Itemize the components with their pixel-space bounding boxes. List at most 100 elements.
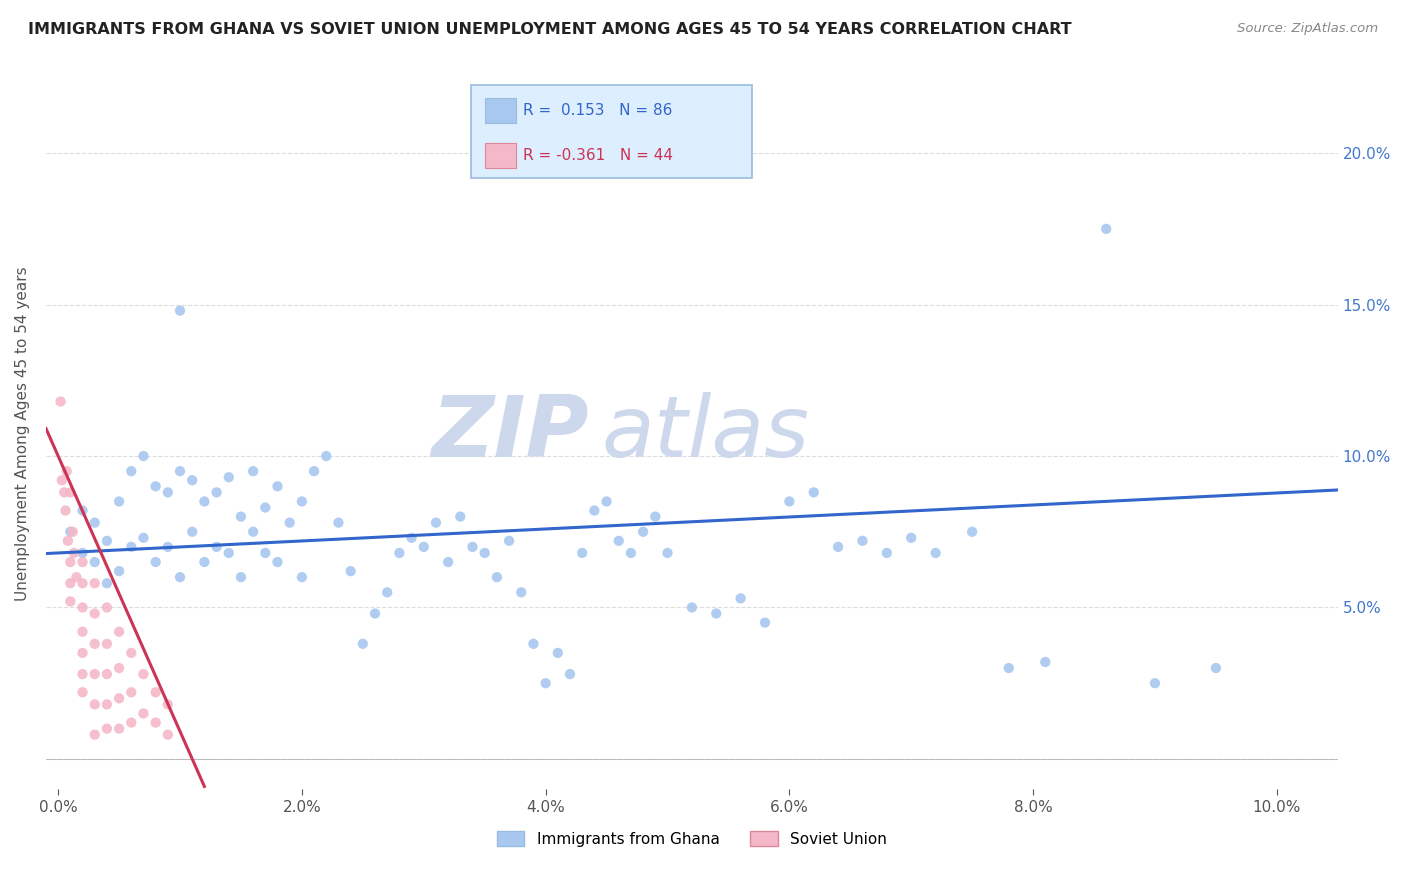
- Point: [302, 464, 325, 478]
- Point: [681, 600, 703, 615]
- Point: [485, 570, 508, 584]
- Point: [145, 479, 167, 493]
- Point: [96, 722, 118, 736]
- Point: [59, 555, 82, 569]
- Point: [83, 576, 105, 591]
- Text: atlas: atlas: [602, 392, 810, 475]
- Point: [851, 533, 873, 548]
- Point: [59, 524, 82, 539]
- Point: [620, 546, 643, 560]
- Point: [595, 494, 617, 508]
- Point: [120, 715, 142, 730]
- Point: [607, 533, 630, 548]
- Point: [583, 503, 606, 517]
- Point: [205, 540, 228, 554]
- Point: [72, 624, 94, 639]
- Text: ZIP: ZIP: [430, 392, 589, 475]
- Point: [960, 524, 983, 539]
- Point: [425, 516, 447, 530]
- Point: [83, 555, 105, 569]
- Point: [278, 516, 301, 530]
- Point: [132, 531, 155, 545]
- Point: [375, 585, 398, 599]
- Point: [242, 464, 264, 478]
- Point: [96, 576, 118, 591]
- Point: [120, 646, 142, 660]
- Point: [266, 479, 288, 493]
- Point: [59, 485, 82, 500]
- Point: [1095, 222, 1118, 236]
- Point: [997, 661, 1019, 675]
- Point: [156, 728, 179, 742]
- Point: [803, 485, 825, 500]
- Text: IMMIGRANTS FROM GHANA VS SOVIET UNION UNEMPLOYMENT AMONG AGES 45 TO 54 YEARS COR: IMMIGRANTS FROM GHANA VS SOVIET UNION UN…: [28, 22, 1071, 37]
- Point: [108, 564, 131, 578]
- Point: [254, 500, 277, 515]
- Point: [96, 667, 118, 681]
- Point: [65, 570, 87, 584]
- Point: [145, 685, 167, 699]
- Point: [412, 540, 434, 554]
- Point: [547, 646, 569, 660]
- Point: [62, 524, 84, 539]
- Point: [108, 661, 131, 675]
- Point: [827, 540, 849, 554]
- Point: [72, 555, 94, 569]
- Point: [291, 570, 314, 584]
- Point: [364, 607, 387, 621]
- Point: [644, 509, 666, 524]
- Point: [55, 464, 77, 478]
- Point: [132, 706, 155, 721]
- Point: [169, 303, 191, 318]
- Point: [83, 607, 105, 621]
- Point: [181, 473, 204, 487]
- Point: [571, 546, 593, 560]
- Point: [315, 449, 337, 463]
- Point: [229, 509, 252, 524]
- Point: [266, 555, 288, 569]
- Point: [328, 516, 350, 530]
- Point: [156, 540, 179, 554]
- Point: [631, 524, 654, 539]
- Point: [352, 637, 374, 651]
- Point: [83, 728, 105, 742]
- Point: [205, 485, 228, 500]
- Point: [132, 667, 155, 681]
- Point: [83, 698, 105, 712]
- Point: [401, 531, 423, 545]
- Point: [156, 698, 179, 712]
- Point: [156, 485, 179, 500]
- Point: [51, 473, 73, 487]
- Point: [72, 646, 94, 660]
- Y-axis label: Unemployment Among Ages 45 to 54 years: Unemployment Among Ages 45 to 54 years: [15, 266, 30, 600]
- Point: [108, 624, 131, 639]
- Point: [461, 540, 484, 554]
- Point: [72, 546, 94, 560]
- Point: [49, 394, 72, 409]
- Point: [83, 667, 105, 681]
- Point: [254, 546, 277, 560]
- Point: [778, 494, 800, 508]
- Point: [534, 676, 557, 690]
- Point: [242, 524, 264, 539]
- Point: [876, 546, 898, 560]
- Point: [474, 546, 496, 560]
- Legend: Immigrants from Ghana, Soviet Union: Immigrants from Ghana, Soviet Union: [491, 824, 893, 853]
- Point: [83, 516, 105, 530]
- Point: [704, 607, 727, 621]
- Point: [169, 570, 191, 584]
- Point: [1033, 655, 1056, 669]
- Text: R =  0.153   N = 86: R = 0.153 N = 86: [523, 103, 672, 118]
- Point: [96, 600, 118, 615]
- Point: [63, 546, 86, 560]
- Point: [132, 449, 155, 463]
- Point: [59, 576, 82, 591]
- Point: [120, 685, 142, 699]
- Point: [145, 555, 167, 569]
- Point: [72, 685, 94, 699]
- Point: [72, 503, 94, 517]
- Point: [72, 667, 94, 681]
- Point: [730, 591, 752, 606]
- Text: Source: ZipAtlas.com: Source: ZipAtlas.com: [1237, 22, 1378, 36]
- Point: [1143, 676, 1166, 690]
